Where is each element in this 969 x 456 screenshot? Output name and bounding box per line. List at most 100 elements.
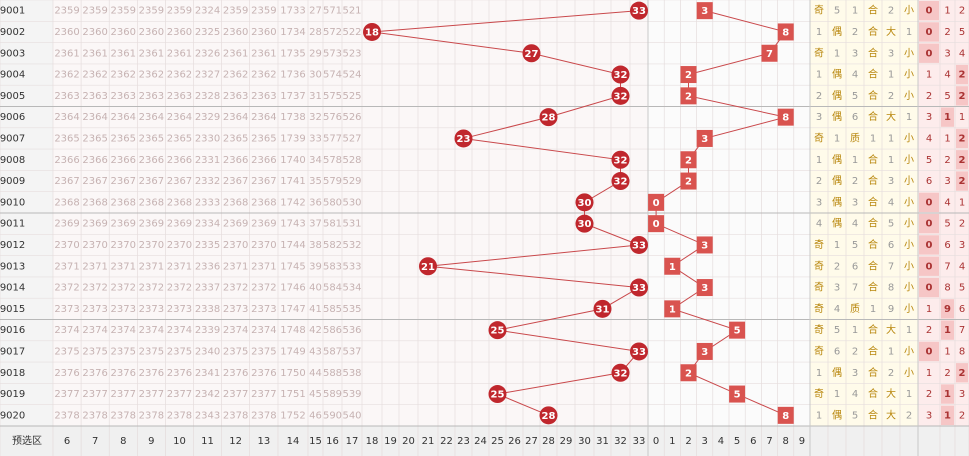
digit-label: 0: [653, 198, 660, 209]
omission-value: 521: [342, 6, 361, 17]
ball-label: 28: [542, 113, 556, 124]
stat-value: 3: [852, 368, 858, 379]
omission-value: 42: [309, 325, 322, 336]
omission-value: 2368: [167, 197, 192, 208]
stat-label: 合: [868, 217, 878, 230]
ball: [611, 363, 630, 382]
footer-digit: 2: [685, 436, 691, 447]
route-highlight: [941, 384, 954, 404]
stat-value: 1: [870, 133, 876, 144]
digit-box: [761, 44, 778, 62]
omission-value: 2370: [139, 240, 164, 251]
omission-value: 2362: [139, 70, 164, 81]
omission-value: 2359: [251, 6, 276, 17]
stat-label: 奇: [814, 4, 824, 17]
stat-value: 8: [959, 346, 965, 357]
stat-value: 1: [870, 304, 876, 315]
omission-value: 533: [342, 261, 361, 272]
omission-value: 588: [323, 368, 342, 379]
route-highlight: [941, 299, 954, 319]
omission-value: 1739: [280, 133, 305, 144]
ball-label: 33: [632, 347, 646, 358]
omission-value: 2378: [223, 410, 248, 421]
omission-value: 2377: [139, 389, 164, 400]
footer-digit: 8: [783, 436, 789, 447]
stat-label: 偶: [832, 89, 842, 102]
omission-value: 1736: [280, 70, 305, 81]
stat-value: 8: [888, 283, 894, 294]
stat-value: 7: [852, 283, 858, 294]
digit-box: [696, 129, 713, 147]
stat-value: 1: [944, 346, 950, 357]
footer-number: 28: [542, 436, 555, 447]
digit-label: 2: [685, 70, 692, 81]
period: 2019018: [0, 368, 25, 379]
stat-label: 偶: [832, 195, 842, 208]
ball: [611, 150, 630, 169]
stat-value: 2: [959, 91, 966, 102]
omission-value: 2376: [139, 368, 164, 379]
omission-value: 1745: [280, 261, 305, 272]
digit-box: [664, 300, 681, 318]
omission-value: 2373: [251, 304, 276, 315]
omission-value: 576: [323, 112, 342, 123]
omission-value: 2376: [111, 368, 136, 379]
footer-digit: 0: [653, 436, 659, 447]
ball: [488, 385, 507, 404]
stat-value: 6: [852, 112, 858, 123]
stat-label: 小: [904, 132, 914, 144]
digit-label: 5: [734, 390, 741, 401]
omission-value: 2365: [139, 133, 164, 144]
ball-label: 33: [632, 240, 646, 251]
omission-value: 2372: [82, 283, 107, 294]
stat-value: 5: [852, 91, 858, 102]
omission-value: 584: [323, 283, 342, 294]
omission-value: 2373: [111, 304, 136, 315]
stat-value: 1: [816, 410, 822, 421]
omission-value: 583: [323, 261, 342, 272]
stat-label: 合: [868, 408, 878, 421]
stat-value: 2: [906, 410, 912, 421]
omission-value: 45: [309, 389, 322, 400]
footer-digit: 5: [734, 436, 740, 447]
omission-value: 2328: [195, 91, 220, 102]
omission-value: 2362: [82, 70, 107, 81]
digit-box: [696, 2, 713, 20]
omission-value: 2365: [167, 133, 192, 144]
stat-value: 4: [888, 197, 894, 208]
footer-number: 29: [560, 436, 573, 447]
ball-label: 33: [632, 283, 646, 294]
omission-value: 2340: [195, 346, 220, 357]
omission-value: 29: [309, 48, 322, 59]
digit-box: [680, 364, 697, 382]
omission-value: 2372: [223, 283, 248, 294]
stat-value: 0: [926, 6, 933, 17]
stat-label: 大: [886, 25, 896, 38]
omission-value: 2337: [195, 283, 220, 294]
stat-value: 6: [944, 240, 950, 251]
omission-value: 580: [323, 197, 342, 208]
route-highlight: [941, 320, 954, 340]
omission-value: 575: [323, 91, 342, 102]
stat-label: 偶: [832, 174, 842, 187]
stat-label: 合: [868, 89, 878, 102]
stat-label: 奇: [814, 46, 824, 59]
period: 2019019: [0, 389, 25, 400]
stat-value: 2: [926, 389, 932, 400]
omission-value: 2359: [111, 6, 136, 17]
omission-value: 46: [309, 410, 322, 421]
omission-value: 528: [342, 155, 361, 166]
omission-value: 2377: [223, 389, 248, 400]
stat-label: 小: [904, 175, 914, 187]
omission-value: 1741: [280, 176, 305, 187]
stat-label: 合: [868, 25, 878, 38]
omission-value: 2376: [167, 368, 192, 379]
omission-value: 1737: [280, 91, 305, 102]
omission-value: 2364: [111, 112, 136, 123]
omission-value: 539: [342, 389, 361, 400]
omission-value: 2373: [54, 304, 79, 315]
stat-value: 9: [944, 304, 951, 315]
stat-value: 1: [944, 389, 951, 400]
stat-label: 小: [904, 282, 914, 294]
period: 2019016: [0, 325, 25, 336]
